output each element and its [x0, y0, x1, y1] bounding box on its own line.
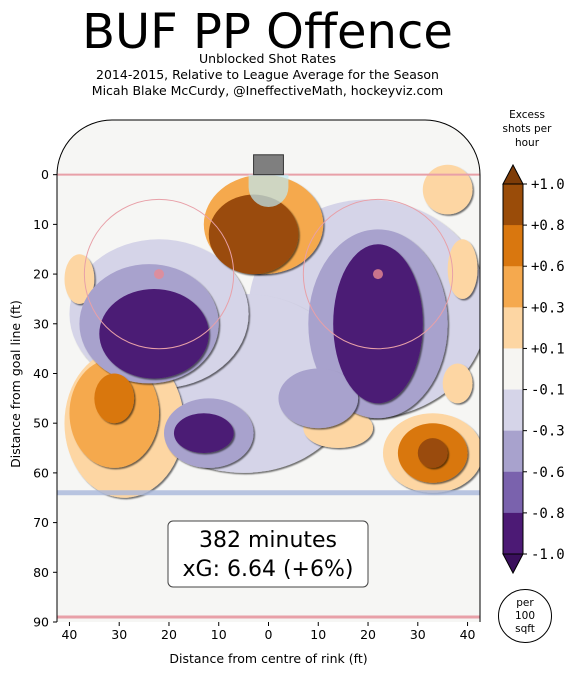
colorbar-tick-label: -0.3 [531, 424, 565, 440]
colorbar-segment [503, 512, 523, 555]
x-tick-label: 10 [310, 627, 326, 642]
contour-region [94, 373, 135, 424]
colorbar-segment [503, 225, 523, 267]
x-tick-label: 10 [211, 627, 227, 642]
colorbar-tick-label: +0.6 [531, 259, 565, 275]
chart-subtitle-line-2: 2014-2015, Relative to League Average fo… [96, 67, 439, 82]
x-tick-label: 0 [265, 627, 273, 642]
annotation-xg: xG: 6.64 (+6%) [183, 557, 354, 582]
y-tick-label: 80 [33, 565, 49, 580]
colorbar-segment [503, 266, 523, 308]
colorbar-segment [503, 430, 523, 473]
y-tick-label: 30 [33, 316, 49, 331]
contour-region [417, 438, 448, 468]
x-tick-label: 30 [410, 627, 426, 642]
y-tick-label: 90 [33, 615, 49, 630]
annotation-minutes: 382 minutes [199, 528, 337, 553]
chart-title: BUF PP Offence [82, 4, 453, 60]
x-tick-label: 40 [61, 627, 77, 642]
contour-region [333, 244, 423, 404]
colorbar-tick-label: +0.1 [531, 341, 565, 357]
y-tick-label: 40 [33, 366, 49, 381]
contour-region [173, 413, 234, 454]
contour-region [99, 288, 209, 379]
unit-note-circle: per 100 sqft [498, 589, 552, 643]
x-tick-label: 40 [460, 627, 476, 642]
y-tick-label: 20 [33, 267, 49, 282]
colorbar-segment [503, 389, 523, 432]
colorbar-title: Excess shots per hour [502, 109, 552, 149]
colorbar-tick-label: -0.8 [531, 506, 565, 522]
contour-region [447, 239, 478, 299]
colorbar-segment [503, 307, 523, 349]
annotation-box [167, 520, 369, 588]
faceoff-dot-right [372, 269, 383, 280]
x-tick-label: 20 [360, 627, 376, 642]
y-tick-label: 10 [33, 217, 49, 232]
y-tick-label: 60 [33, 465, 49, 480]
faceoff-circle-right [302, 198, 454, 350]
goal-net [253, 154, 284, 176]
faceoff-dot-left [154, 269, 165, 280]
colorbar-segment [503, 471, 523, 514]
colorbar-extend-high [502, 163, 524, 185]
colorbar-segment [503, 184, 523, 226]
x-tick-label: 20 [161, 627, 177, 642]
chart-subtitle-line-3: Micah Blake McCurdy, @IneffectiveMath, h… [91, 83, 444, 98]
x-tick-label: 30 [111, 627, 127, 642]
y-axis-label: Distance from goal line (ft) [8, 300, 23, 468]
colorbar-tick-label: +1.0 [531, 177, 565, 193]
colorbar-segment [503, 348, 523, 391]
contour-region [64, 254, 95, 304]
x-axis-label: Distance from centre of rink (ft) [169, 651, 367, 666]
colorbar-tick-label: +0.8 [531, 218, 565, 234]
contour-region [278, 368, 359, 429]
colorbar-extend-low [502, 553, 524, 575]
colorbar-tick-label: -0.1 [531, 383, 565, 399]
chart-subtitle-line-1: Unblocked Shot Rates [199, 51, 336, 66]
y-tick-label: 70 [33, 515, 49, 530]
rink-boards [56, 119, 481, 622]
y-tick-label: 0 [41, 167, 49, 182]
colorbar-tick-label: +0.3 [531, 300, 565, 316]
contour-region [422, 164, 473, 215]
colorbar-frame [502, 183, 524, 555]
y-tick-label: 50 [33, 416, 49, 431]
faceoff-circle-left [83, 198, 235, 350]
colorbar-tick-label: -0.6 [531, 465, 565, 481]
contour-region [442, 363, 473, 404]
goal-crease [248, 174, 289, 207]
colorbar-tick-label: -1.0 [531, 547, 565, 563]
